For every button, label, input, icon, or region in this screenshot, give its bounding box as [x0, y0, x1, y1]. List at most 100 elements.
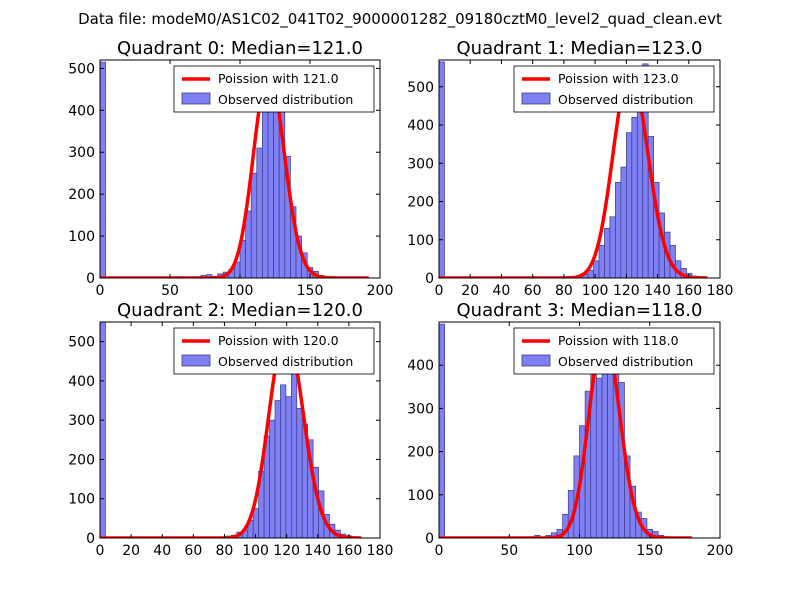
legend-bar-label: Observed distribution [558, 354, 693, 369]
y-tick-label: 300 [68, 413, 95, 429]
chart-title: Quadrant 0: Median=121.0 [117, 38, 363, 59]
histogram-bar [631, 117, 638, 278]
histogram-bar [625, 132, 633, 278]
histogram-bar [598, 245, 605, 278]
x-tick-label: 100 [227, 283, 254, 299]
x-tick-label: 20 [461, 283, 479, 299]
chart-panel-0: 0 50 100 150 200 0 100 200 300 400 500 Quadrant 0: … [68, 38, 393, 299]
histogram-bar [269, 419, 276, 538]
y-tick-label: 300 [68, 145, 95, 161]
y-tick-label: 400 [407, 118, 434, 134]
histogram-bar [274, 400, 281, 538]
chart-title: Quadrant 2: Median=120.0 [117, 300, 363, 321]
axes-frame [438, 59, 721, 279]
legend: Poission with 121.0 Observed distribution [173, 65, 375, 113]
x-tick-label: 60 [524, 283, 542, 299]
y-tick-label: 100 [407, 233, 434, 249]
histogram-bar [620, 166, 627, 278]
legend-bar-swatch [181, 92, 211, 105]
legend-bar-swatch [181, 354, 211, 367]
x-tick-label: 140 [304, 543, 331, 559]
x-tick-label: 160 [675, 283, 702, 299]
histogram-bar [596, 377, 603, 538]
axes-frame [99, 321, 381, 539]
x-tick-label: 140 [644, 283, 671, 299]
x-tick-label: 0 [435, 543, 444, 559]
legend-curve-label: Poission with 121.0 [218, 71, 339, 86]
chart-panel-1: 0 20 40 60 80 100 120 140 160 1800100200300400500… [407, 38, 733, 299]
histogram-bar [100, 61, 106, 278]
histogram-bar [256, 147, 263, 278]
y-tick-label: 500 [68, 335, 95, 351]
legend-box [513, 65, 715, 113]
histogram-bar [252, 508, 260, 538]
x-tick-label: 180 [707, 283, 734, 299]
histogram-bar [245, 210, 252, 278]
histogram-bar [615, 182, 622, 278]
legend-curve-label: Poission with 118.0 [558, 333, 679, 348]
histogram-bar [280, 384, 287, 538]
histogram-bar [285, 396, 292, 538]
x-tick-label: 0 [96, 543, 105, 559]
x-tick-label: 120 [613, 283, 640, 299]
chart-title: Quadrant 1: Median=123.0 [457, 38, 703, 59]
x-tick-label: 80 [216, 543, 234, 559]
poisson-curve [100, 330, 362, 538]
chart-title: Quadrant 3: Median=118.0 [457, 300, 703, 321]
x-tick-label: 40 [153, 543, 171, 559]
x-tick-label: 150 [297, 283, 324, 299]
y-tick-label: 0 [425, 531, 434, 547]
histogram-bar [601, 369, 608, 538]
y-tick-label: 200 [407, 195, 434, 211]
x-tick-label: 50 [161, 283, 179, 299]
poisson-curve [100, 70, 370, 278]
y-tick-label: 100 [68, 492, 95, 508]
legend-bar-swatch [521, 92, 551, 105]
y-tick-label: 300 [407, 156, 434, 172]
x-tick-label: 100 [242, 543, 269, 559]
x-tick-label: 120 [273, 543, 300, 559]
x-tick-label: 0 [96, 283, 105, 299]
y-tick-label: 100 [407, 488, 434, 504]
histogram-bar [587, 270, 594, 278]
legend: Poission with 123.0 Observed distribution [513, 65, 715, 113]
chart-panel-2: 0 20 40 60 80 100 120 140 160 1800100200300400500… [68, 300, 393, 559]
y-tick-label: 0 [86, 271, 95, 287]
legend-curve-label: Poission with 123.0 [558, 71, 679, 86]
y-tick-label: 400 [407, 358, 434, 374]
x-tick-label: 50 [500, 543, 518, 559]
x-tick-label: 100 [566, 543, 593, 559]
histogram-bar [439, 323, 445, 538]
histogram-bar [604, 227, 611, 278]
legend: Poission with 120.0 Observed distribution [173, 327, 375, 375]
histogram-bar [607, 351, 614, 538]
y-tick-label: 0 [86, 531, 95, 547]
x-tick-label: 40 [493, 283, 511, 299]
legend-bar-swatch [521, 354, 551, 367]
x-tick-label: 150 [636, 543, 663, 559]
histogram-bar [439, 61, 445, 278]
x-tick-label: 100 [582, 283, 609, 299]
y-tick-label: 500 [68, 61, 95, 77]
y-tick-label: 400 [68, 103, 95, 119]
x-tick-label: 200 [707, 543, 734, 559]
suptitle: Data file: modeM0/AS1C02_041T02_90000012… [78, 10, 722, 29]
y-tick-label: 300 [407, 401, 434, 417]
y-tick-label: 400 [68, 374, 95, 390]
x-tick-label: 60 [184, 543, 202, 559]
legend-curve-label: Poission with 120.0 [218, 333, 339, 348]
x-tick-label: 20 [122, 543, 140, 559]
legend-bar-label: Observed distribution [218, 354, 353, 369]
x-tick-label: 80 [555, 283, 573, 299]
legend-bar-label: Observed distribution [558, 92, 693, 107]
x-tick-label: 180 [367, 543, 394, 559]
histogram-bar [262, 105, 269, 278]
y-tick-label: 500 [407, 80, 434, 96]
histogram-bar [290, 349, 298, 538]
histogram-bar [250, 172, 258, 278]
x-tick-label: 0 [435, 283, 444, 299]
histogram-bar [296, 408, 303, 538]
y-tick-label: 0 [425, 271, 434, 287]
x-tick-label: 160 [336, 543, 363, 559]
